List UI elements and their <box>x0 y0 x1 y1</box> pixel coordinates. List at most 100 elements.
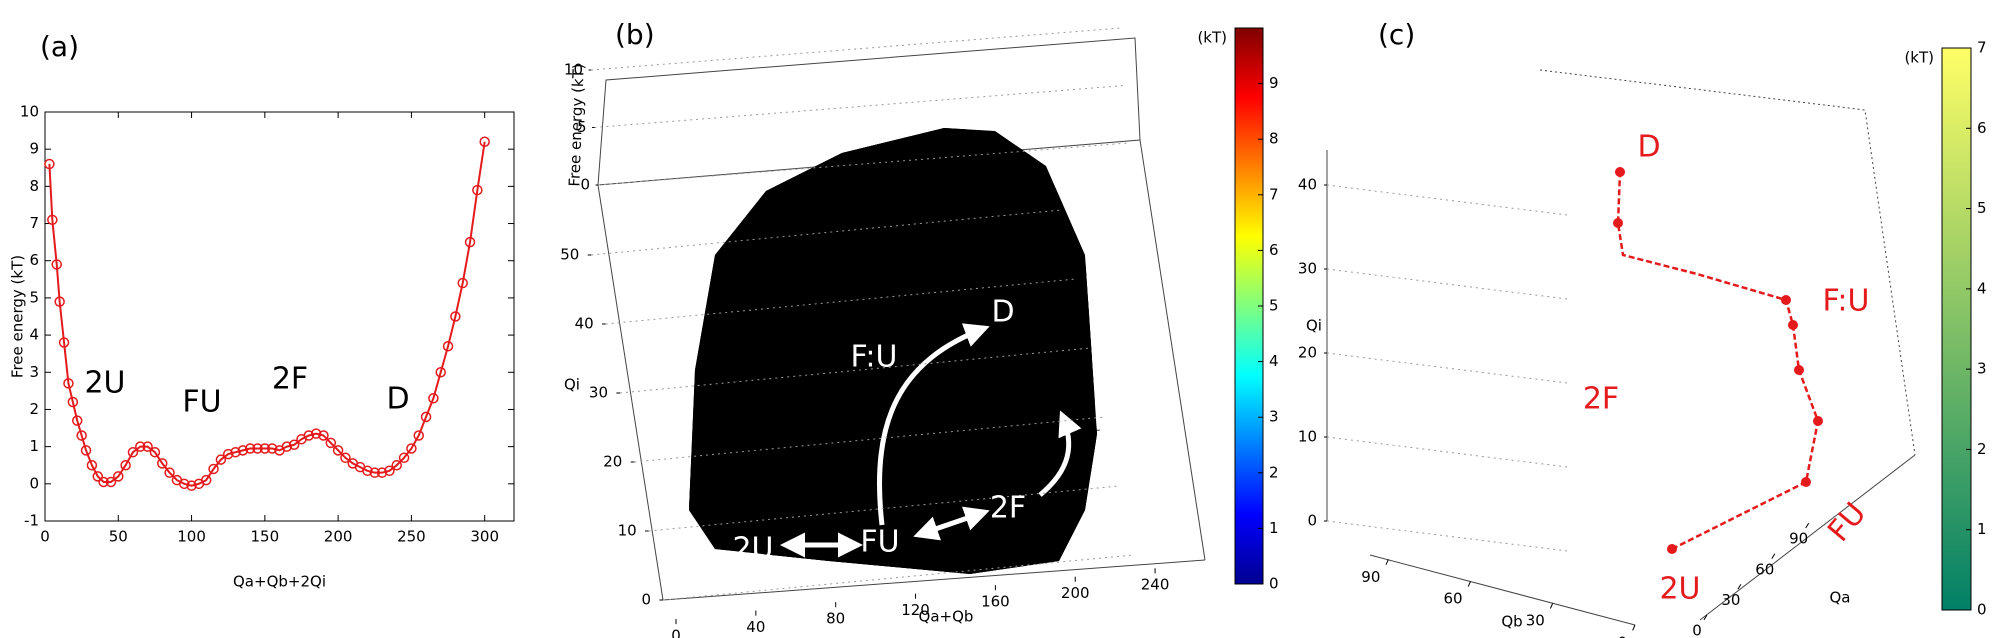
grid-line <box>1326 268 1568 300</box>
point <box>215 454 227 465</box>
grid-line <box>1326 520 1568 552</box>
annotation: D <box>1637 130 1660 165</box>
point <box>164 467 175 478</box>
tick-label: 240 <box>1141 576 1170 594</box>
arrows-b <box>780 323 1082 558</box>
point <box>237 445 249 456</box>
contour <box>1578 146 1622 170</box>
annotation: 2U <box>732 532 773 567</box>
tick-label: 200 <box>1061 584 1090 602</box>
point <box>435 367 446 378</box>
colorbar-tick-label: 3 <box>1269 408 1279 426</box>
axis-tick <box>1632 624 1636 631</box>
annotation: F:U <box>1823 284 1870 319</box>
point <box>457 277 468 289</box>
contour <box>1380 455 1900 605</box>
colorbar-tick-label: 2 <box>1977 440 1987 458</box>
axis-tick <box>1549 602 1554 609</box>
grid-line <box>1326 436 1568 468</box>
grid-line <box>594 85 1125 128</box>
colorbar-tick-label: 1 <box>1269 519 1279 537</box>
path-point <box>1794 365 1804 375</box>
tick-label: 0 <box>1617 634 1627 638</box>
grid-line <box>1326 184 1568 216</box>
point <box>149 446 161 458</box>
tick-label: 0 <box>1692 622 1702 638</box>
colorbar-tick-label: 4 <box>1269 352 1279 370</box>
annotation: FU <box>1821 496 1873 549</box>
contour <box>1570 198 1650 222</box>
contour <box>1441 210 1759 262</box>
tick-label: 10 <box>1298 428 1317 446</box>
x-axis-label: Qa+Qb+2Qi <box>233 573 326 591</box>
tick-label: 0 <box>641 591 651 609</box>
contour <box>1480 321 1760 359</box>
point <box>127 446 139 458</box>
path-point <box>1788 320 1798 330</box>
point <box>98 476 109 488</box>
path-point <box>1801 477 1811 487</box>
contour <box>1469 295 1731 333</box>
contour <box>1398 392 1842 444</box>
colorbar-tick-label: 9 <box>1269 74 1279 92</box>
path-point <box>1781 295 1791 305</box>
annotation: 2F <box>1583 382 1619 417</box>
point <box>244 443 256 454</box>
contour <box>1453 399 1787 437</box>
y-tick-label: 9 <box>29 140 39 158</box>
tick-label: 20 <box>1298 344 1317 362</box>
panel-label: (a) <box>40 30 79 63</box>
x-axis-label: Qa+Qb <box>919 608 974 626</box>
colorbar-tick-label: 2 <box>1269 463 1279 481</box>
tick-label: 20 <box>603 453 622 471</box>
contour <box>1487 106 1733 158</box>
tick-label: 80 <box>826 610 845 628</box>
axis-tick <box>1385 559 1389 565</box>
tick-label: 10 <box>564 61 583 79</box>
contour <box>1597 120 1623 144</box>
path-point <box>1613 218 1623 228</box>
point <box>464 236 476 248</box>
point <box>472 184 483 196</box>
y-tick-label: 4 <box>29 326 39 344</box>
point <box>450 311 461 322</box>
contour <box>1516 354 1704 378</box>
y-tick-label: 8 <box>29 177 39 195</box>
axis-tick <box>1703 614 1708 621</box>
annotation: FU <box>860 525 899 560</box>
point <box>186 480 197 491</box>
point <box>406 443 417 454</box>
point <box>92 471 104 482</box>
box-c <box>1326 69 1916 626</box>
contour <box>1535 328 1705 352</box>
contour <box>1562 250 1678 274</box>
annotation: D <box>991 295 1014 330</box>
colorbar-tick-label: 7 <box>1269 185 1279 203</box>
point <box>288 439 300 451</box>
tick-label: 50 <box>560 246 579 264</box>
tick-label: 120 <box>901 601 930 619</box>
colorbar-tick-label: 7 <box>1977 39 1987 57</box>
contour <box>1425 314 1815 366</box>
y-tick-label: 0 <box>29 474 39 492</box>
contour <box>1379 418 1841 470</box>
y-axis-label: Qa <box>1830 589 1851 607</box>
contour <box>1626 491 1750 533</box>
point <box>259 443 271 454</box>
tick-label: 30 <box>589 384 608 402</box>
point <box>135 441 146 452</box>
series-line <box>48 141 486 487</box>
colorbar-tick-label: 1 <box>1977 520 1987 538</box>
point <box>325 437 337 449</box>
axis-tick <box>1467 580 1472 587</box>
point <box>332 445 344 456</box>
tick-label: 90 <box>1361 568 1380 586</box>
tick-label: 0 <box>580 176 590 194</box>
annotation: FU <box>182 385 221 420</box>
point <box>178 478 190 490</box>
point <box>120 459 131 471</box>
contour <box>1543 276 1677 300</box>
colorbar-tick-label: 5 <box>1269 297 1279 315</box>
y-tick-label: 3 <box>29 363 39 381</box>
annotation: 2U <box>84 366 125 401</box>
